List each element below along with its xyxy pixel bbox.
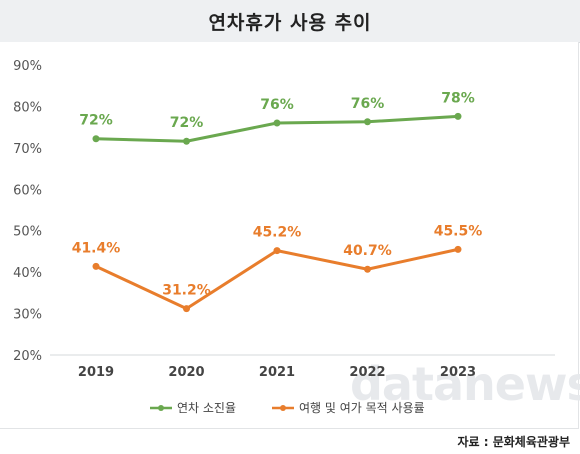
y-tick-label: 20% <box>13 349 42 364</box>
data-label: 76% <box>351 96 385 112</box>
data-label: 72% <box>170 115 204 131</box>
data-point <box>183 137 190 145</box>
legend-swatch-marker <box>280 405 286 411</box>
x-tick-label: 2022 <box>349 365 385 380</box>
data-label: 78% <box>441 90 475 106</box>
x-tick-label: 2019 <box>78 365 114 380</box>
y-tick-label: 70% <box>13 142 42 157</box>
y-axis: 20% 30% 40% 50% 60% 70% 80% 90% <box>13 59 42 364</box>
data-label: 41.4% <box>72 240 121 256</box>
x-axis: 2019 2020 2021 2022 2023 <box>50 354 555 380</box>
data-point <box>364 118 371 126</box>
series-layer: 72% 72% 76% 76% 78% 41.4% 31.2% 45.2% 40.7% 45.5% <box>72 90 483 313</box>
y-tick-label: 90% <box>13 59 42 74</box>
data-point <box>364 265 371 273</box>
series-line-2 <box>95 247 459 311</box>
data-point <box>92 135 100 143</box>
y-tick-label: 60% <box>13 183 42 198</box>
y-tick-label: 30% <box>13 308 42 323</box>
y-tick-label: 80% <box>13 100 42 115</box>
data-label: 45.5% <box>434 223 483 239</box>
data-label: 72% <box>79 113 113 129</box>
data-label: 76% <box>260 97 294 113</box>
title-bar: 연차휴가 사용 추이 <box>0 0 580 43</box>
y-tick-label: 40% <box>13 266 42 281</box>
data-point <box>92 262 100 270</box>
x-tick-label: 2023 <box>440 365 476 380</box>
y-tick-label: 50% <box>13 225 42 240</box>
data-label: 31.2% <box>162 283 211 299</box>
chart-frame <box>0 42 579 429</box>
data-point <box>273 119 281 127</box>
source-note: 자료 : 문화체육관광부 <box>457 435 570 449</box>
data-point <box>454 112 462 120</box>
legend-label: 여행 및 여가 목적 사용률 <box>299 400 425 415</box>
legend-label: 연차 소진율 <box>177 401 236 415</box>
page-title: 연차휴가 사용 추이 <box>208 11 372 34</box>
legend-swatch-marker <box>158 405 164 411</box>
watermark-text: datanews <box>350 357 580 411</box>
data-point <box>183 305 190 313</box>
data-label: 40.7% <box>343 243 392 259</box>
data-point <box>273 247 281 255</box>
data-point <box>454 245 462 253</box>
legend: 연차 소진율 여행 및 여가 목적 사용률 <box>150 400 425 415</box>
x-tick-label: 2021 <box>259 365 295 380</box>
data-label: 45.2% <box>253 225 302 241</box>
x-tick-label: 2020 <box>168 365 204 380</box>
